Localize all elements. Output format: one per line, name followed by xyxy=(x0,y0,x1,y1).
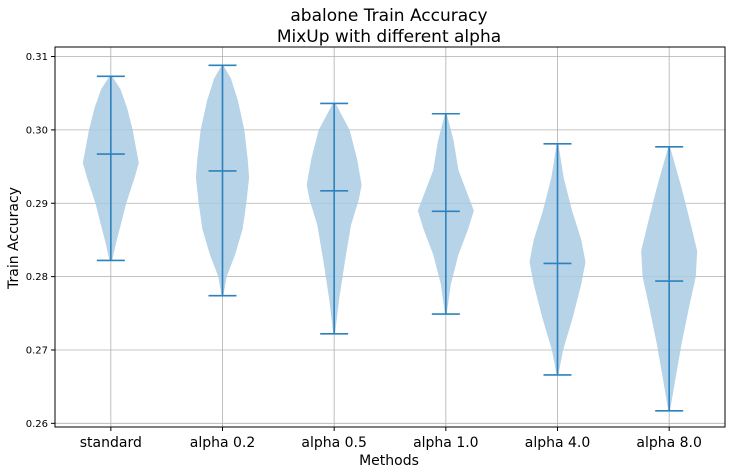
y-axis-ticks: 0.26 0.27 0.28 0.29 0.30 0.31 xyxy=(26,52,55,430)
x-tick-label: standard xyxy=(80,435,142,451)
x-tick-label: alpha 8.0 xyxy=(636,435,702,451)
x-axis-label: Methods xyxy=(359,453,419,469)
x-tick-label: alpha 1.0 xyxy=(413,435,479,451)
y-tick-label: 0.30 xyxy=(26,125,48,136)
y-tick-label: 0.28 xyxy=(26,272,48,283)
x-tick-label: alpha 4.0 xyxy=(525,435,591,451)
y-tick-label: 0.31 xyxy=(26,52,48,63)
y-tick-label: 0.29 xyxy=(26,199,48,210)
plot-area-frame xyxy=(54,46,726,428)
violin-stat-lines xyxy=(96,64,684,412)
y-axis-label: Train Accuracy xyxy=(6,187,22,290)
x-axis-ticks: standard alpha 0.2 alpha 0.5 alpha 1.0 alpha… xyxy=(80,427,702,451)
y-tick-label: 0.27 xyxy=(26,345,48,356)
x-tick-label: alpha 0.2 xyxy=(190,435,256,451)
y-tick-label: 0.26 xyxy=(26,419,48,430)
chart-subtitle: MixUp with different alpha xyxy=(277,27,501,47)
x-tick-label: alpha 0.5 xyxy=(301,435,367,451)
chart-title: abalone Train Accuracy xyxy=(290,6,487,26)
